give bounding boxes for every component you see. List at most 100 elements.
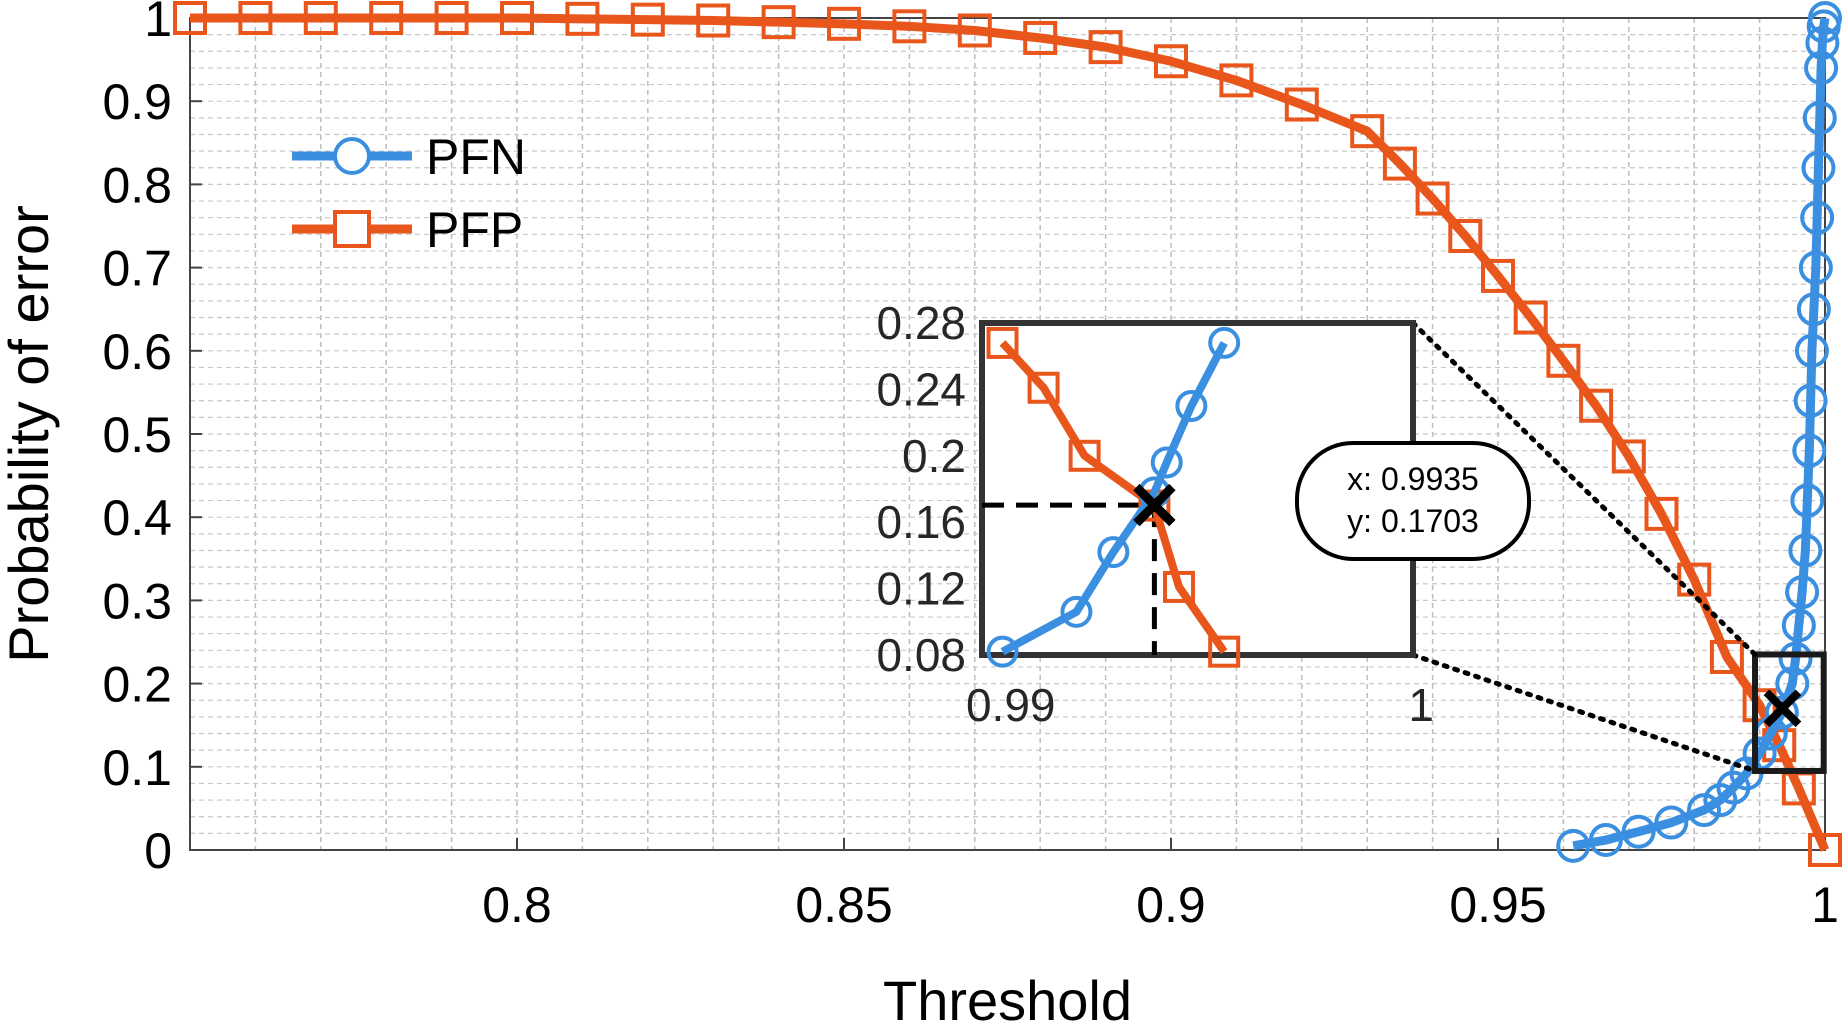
pfp-point bbox=[238, 1, 273, 35]
y-tick-label: 0.1 bbox=[102, 740, 172, 796]
inset-pfp-point bbox=[1163, 570, 1196, 603]
pfn-point bbox=[1764, 695, 1799, 730]
pfn-point bbox=[1793, 383, 1828, 418]
zoom-box bbox=[1752, 651, 1827, 774]
inset-pfp-point bbox=[986, 326, 1019, 359]
pfp-point bbox=[565, 1, 600, 36]
y-tick-label: 0.3 bbox=[102, 573, 172, 629]
inset-y-tick-label: 0.28 bbox=[876, 297, 966, 349]
legend-pfp-label: PFP bbox=[426, 202, 523, 258]
inset-pfp-line bbox=[999, 340, 1228, 654]
data-tip-x: x: 0.9935 bbox=[1347, 461, 1479, 497]
x-tick-label: 0.8 bbox=[482, 877, 552, 933]
x-axis-label: Threshold bbox=[883, 969, 1132, 1025]
inset-pfn-line bbox=[1000, 341, 1228, 656]
pfn-point bbox=[1794, 333, 1829, 368]
pfp-point bbox=[1808, 833, 1842, 867]
y-axis: 0 0.1 0.2 0.3 0.4 0.5 0.6 0.7 0.8 0.9 1 bbox=[102, 0, 202, 879]
y-axis-label: Probability of error bbox=[0, 205, 60, 663]
inset-y-tick-label: 0.16 bbox=[876, 496, 966, 548]
pfn-point bbox=[1556, 828, 1591, 863]
inset-pfn-point bbox=[1150, 446, 1183, 479]
legend-pfp-marker bbox=[333, 210, 371, 248]
y-tick-label: 0.7 bbox=[102, 241, 172, 297]
inset-pfn-point bbox=[1097, 536, 1130, 569]
pfp-point bbox=[1677, 562, 1712, 597]
pfp-point bbox=[1709, 639, 1744, 674]
inset-pfn-point bbox=[1175, 390, 1208, 422]
inset-crossing-marker bbox=[1133, 483, 1176, 527]
pfp-point bbox=[434, 1, 469, 35]
inset-pfp-point bbox=[1068, 439, 1101, 472]
pfp-point bbox=[1481, 258, 1515, 293]
pfn-point bbox=[1796, 292, 1831, 327]
pfn-point bbox=[1654, 805, 1689, 840]
inset-pfn-point bbox=[1060, 595, 1093, 628]
series-layer bbox=[173, 1, 1842, 867]
pfp-point bbox=[761, 5, 796, 40]
data-tip-box bbox=[1295, 441, 1531, 561]
pfn-point bbox=[1798, 250, 1833, 285]
pfp-point bbox=[303, 1, 338, 35]
grid bbox=[189, 17, 1826, 851]
x-axis: 0.8 0.85 0.9 0.95 1 bbox=[482, 838, 1839, 933]
pfn-point bbox=[1781, 608, 1816, 643]
pfp-point bbox=[1644, 496, 1679, 531]
pfn-point bbox=[1621, 814, 1656, 849]
y-tick-label: 0.9 bbox=[102, 74, 172, 130]
inset-y-tick-label: 0.08 bbox=[876, 629, 966, 681]
pfp-point bbox=[957, 13, 992, 48]
pfn-point bbox=[1804, 50, 1839, 85]
crossing-marker bbox=[1763, 689, 1802, 728]
pfp-point bbox=[827, 6, 861, 41]
y-tick-label: 1 bbox=[144, 0, 172, 47]
pfn-point bbox=[1790, 483, 1825, 518]
inset-x-tick-label: 1 bbox=[1408, 679, 1434, 731]
pfp-point bbox=[1579, 388, 1614, 423]
pfn-point bbox=[1588, 823, 1623, 858]
data-tip-y: y: 0.1703 bbox=[1347, 503, 1479, 539]
pfn-point bbox=[1801, 150, 1836, 185]
zoom-indicator bbox=[1410, 320, 1827, 774]
inset-pfp-point bbox=[1208, 635, 1241, 668]
x-tick-label: 0.9 bbox=[1136, 877, 1206, 933]
data-tip: x: 0.9935 y: 0.1703 bbox=[1295, 441, 1531, 561]
inset-pfn-point bbox=[1208, 326, 1241, 359]
y-tick-label: 0.2 bbox=[102, 657, 172, 713]
x-tick-label: 0.85 bbox=[795, 877, 892, 933]
x-tick-label: 0.95 bbox=[1449, 877, 1546, 933]
pfp-point bbox=[369, 1, 404, 35]
inset-y-tick-label: 0.2 bbox=[902, 430, 966, 482]
pfp-point bbox=[173, 1, 207, 35]
y-tick-label: 0.8 bbox=[102, 157, 172, 213]
zoom-connector bbox=[1410, 320, 1758, 657]
inset-x-tick-label: 0.99 bbox=[966, 679, 1056, 731]
inset-pfp-point bbox=[1027, 371, 1060, 404]
pfp-point bbox=[1154, 44, 1188, 79]
legend: PFN PFP bbox=[292, 129, 526, 258]
legend-pfn-label: PFN bbox=[426, 129, 526, 185]
pfp-point bbox=[892, 9, 927, 44]
pfp-point bbox=[500, 1, 534, 35]
legend-pfn-marker bbox=[333, 137, 371, 175]
pfp-point bbox=[1023, 20, 1058, 55]
pfp-point bbox=[630, 2, 665, 37]
pfn-point bbox=[1778, 641, 1813, 676]
pfn-point bbox=[1802, 100, 1837, 135]
inset-pfn-point bbox=[986, 635, 1019, 668]
pfn-point bbox=[1687, 793, 1722, 828]
pfp-point bbox=[1513, 300, 1548, 335]
pfp-point bbox=[1350, 114, 1385, 149]
pfp-point bbox=[1382, 146, 1417, 181]
pfn-point bbox=[1792, 433, 1827, 468]
pfp-point bbox=[1448, 218, 1483, 253]
pfp-point bbox=[1546, 343, 1581, 378]
x-tick-label: 1 bbox=[1811, 877, 1839, 933]
pfn-point bbox=[1805, 25, 1840, 60]
y-tick-label: 0.5 bbox=[102, 407, 172, 463]
y-tick-label: 0.4 bbox=[102, 490, 172, 546]
pfp-line bbox=[190, 13, 1830, 852]
pfn-point bbox=[1800, 200, 1835, 235]
pfn-point bbox=[1788, 533, 1823, 568]
